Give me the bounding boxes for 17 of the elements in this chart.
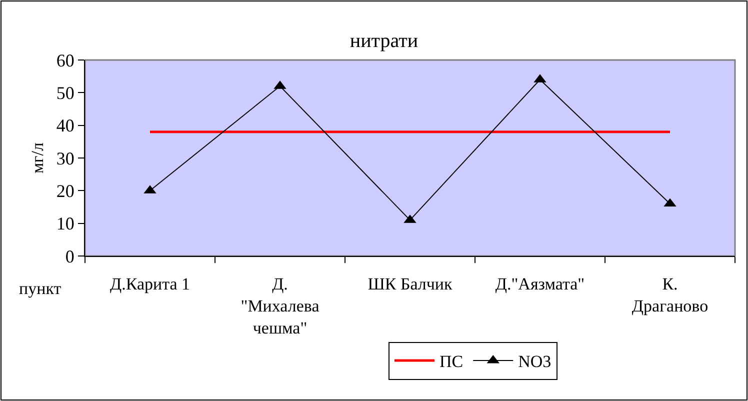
y-tick-label: 50 [56, 82, 74, 103]
legend-label: ПС [440, 352, 464, 372]
x-tick-label: Д."Аязмата" [495, 274, 585, 294]
x-tick-label: К. Драганово [632, 274, 708, 316]
x-tick-label: ШК Балчик [368, 274, 454, 294]
y-tick-label: 60 [56, 50, 74, 70]
y-tick-label: 10 [56, 214, 74, 234]
y-axis-title: мг/л [28, 142, 47, 174]
y-tick-label: 0 [65, 246, 74, 266]
x-tick-label: Д.Карита 1 [110, 274, 190, 294]
y-tick-label: 20 [56, 180, 74, 201]
x-axis-title: пункт [19, 279, 62, 298]
x-tick-label: Д. "Михалева чешма" [240, 274, 320, 338]
chart-title: нитрати [350, 30, 418, 52]
y-tick-label: 30 [56, 148, 74, 168]
legend-label: NO3 [518, 352, 552, 372]
y-tick-label: 40 [56, 116, 74, 136]
